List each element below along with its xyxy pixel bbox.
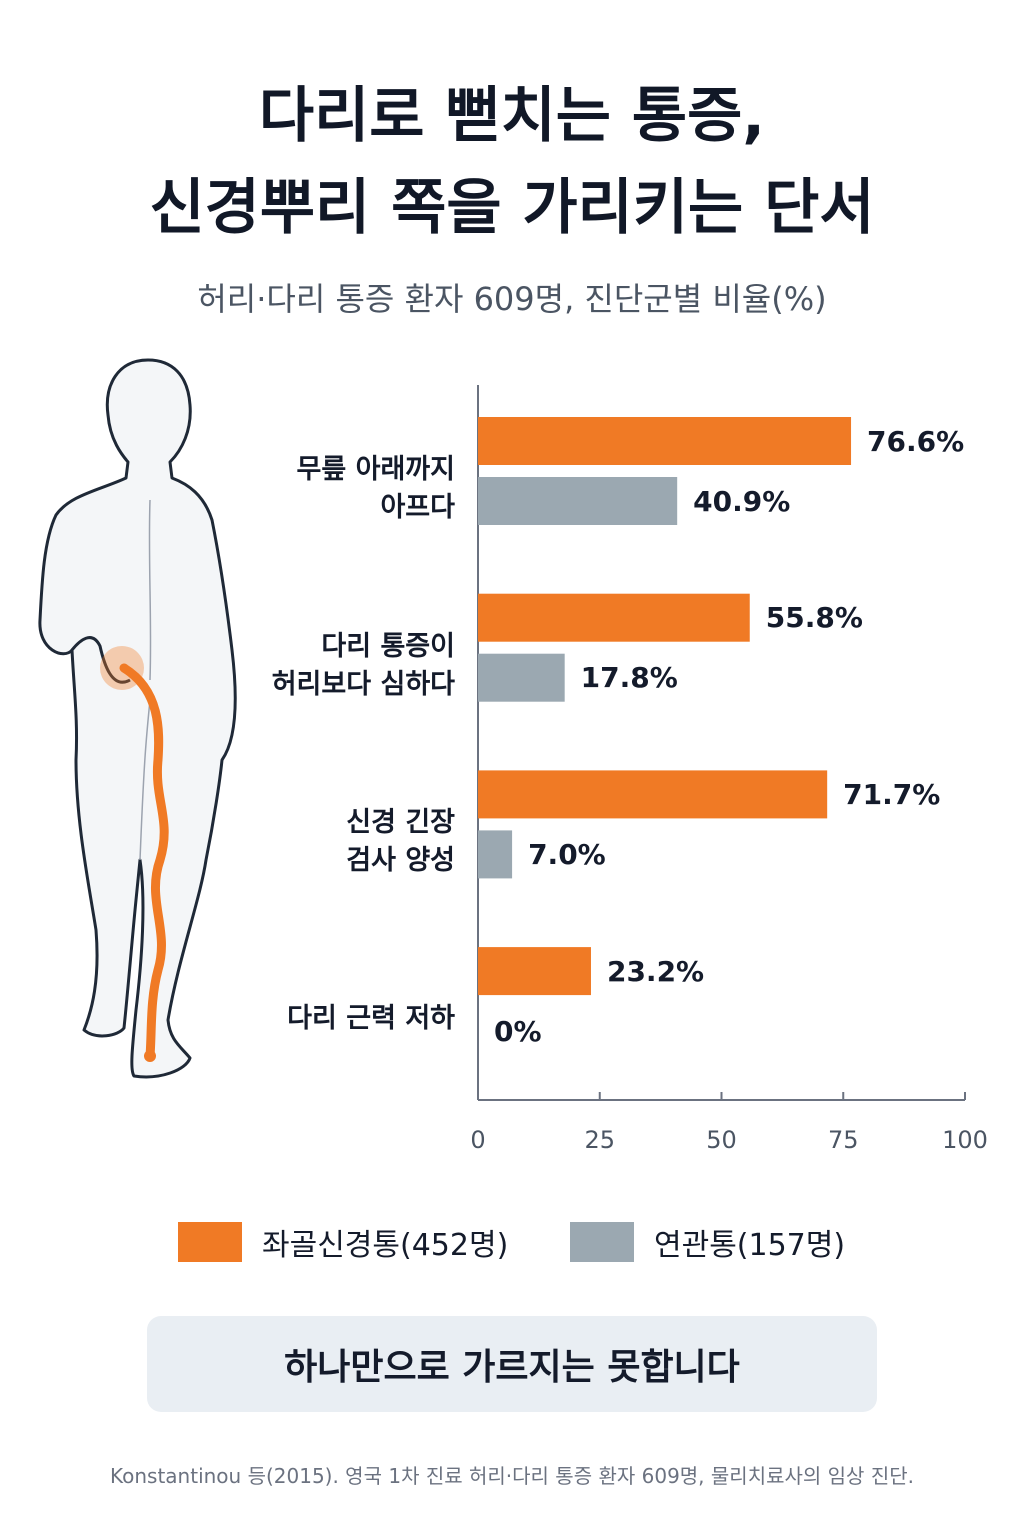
arm-line: [70, 636, 131, 684]
category-label: 신경 긴장 검사 양성: [346, 807, 455, 877]
value-label: 23.2%: [606, 954, 705, 988]
legend-label: 좌골신경통(452명): [262, 1228, 509, 1263]
x-tick-label: 75: [827, 1126, 859, 1154]
x-tick-label: 100: [942, 1126, 988, 1154]
x-tick-label: 0: [470, 1126, 486, 1154]
value-label: 76.6%: [867, 424, 965, 458]
value-label: 71.7%: [843, 777, 941, 811]
x-tick-label: 50: [706, 1126, 737, 1154]
bar: [478, 770, 828, 819]
back-line: [139, 499, 152, 861]
value-label: 40.9%: [693, 484, 791, 518]
source-note: Konstantinou 등(2015). 영국 1차 진료 허리·다리 통증 …: [110, 1464, 914, 1488]
value-label: 17.8%: [580, 661, 678, 695]
callout: 하나만으로 가르지는 못합니다: [147, 1316, 877, 1412]
value-label: 0%: [494, 1014, 542, 1048]
x-tick-label: 25: [584, 1126, 616, 1154]
bar: [478, 830, 513, 879]
bar: [478, 593, 750, 642]
category-label: 무릎 아래까지 아프다: [296, 454, 455, 523]
bar: [478, 653, 565, 702]
category-label: 다리 통증이 허리보다 심하다: [271, 630, 455, 700]
nerve-end: [144, 1050, 156, 1062]
legend-swatch: [178, 1222, 242, 1262]
legend-swatch: [570, 1222, 634, 1262]
bar: [478, 477, 678, 525]
category-label: 다리 근력 저하: [287, 1003, 455, 1035]
value-label: 55.8%: [765, 601, 863, 635]
bar: [478, 947, 591, 996]
body-outline: [38, 358, 237, 1079]
bar: [478, 417, 852, 465]
chart-subtitle: 허리·다리 통증 환자 609명, 진단군별 비율(%): [197, 280, 827, 318]
chart-title: 다리로 뻗치는 통증, 신경뿌리 쪽을 가리키는 단서: [149, 81, 875, 243]
body-illustration: [38, 358, 237, 1079]
value-label: 7.0%: [528, 837, 606, 871]
nerve-path: [119, 663, 169, 1061]
legend-label: 연관통(157명): [654, 1228, 846, 1263]
